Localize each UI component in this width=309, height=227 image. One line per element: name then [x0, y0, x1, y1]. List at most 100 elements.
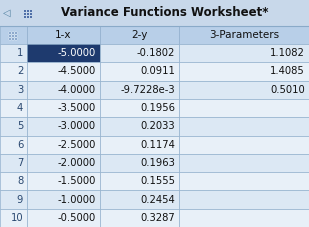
Text: -3.0000: -3.0000 — [58, 121, 96, 131]
Text: 1.1082: 1.1082 — [270, 48, 305, 58]
Text: 10: 10 — [11, 213, 23, 223]
Bar — [100, 190, 179, 209]
Bar — [9, 35, 11, 37]
Text: 0.1555: 0.1555 — [140, 176, 175, 186]
Bar — [179, 99, 309, 117]
Text: -5.0000: -5.0000 — [57, 48, 96, 58]
Bar — [23, 15, 26, 17]
Bar — [100, 99, 179, 117]
Text: 1: 1 — [17, 48, 23, 58]
Text: 1.4085: 1.4085 — [270, 67, 305, 76]
Bar — [12, 32, 14, 34]
Bar — [179, 209, 309, 227]
Bar — [27, 154, 100, 172]
Text: 8: 8 — [17, 176, 23, 186]
Bar — [0, 136, 27, 154]
Text: 0.2033: 0.2033 — [141, 121, 175, 131]
Bar — [0, 99, 27, 117]
Bar — [27, 81, 100, 99]
Text: Variance Functions Worksheet*: Variance Functions Worksheet* — [61, 7, 268, 20]
Bar — [100, 209, 179, 227]
Bar — [100, 62, 179, 81]
Bar — [0, 117, 27, 136]
Bar — [0, 154, 27, 172]
Bar — [23, 10, 26, 12]
Bar — [0, 0, 309, 26]
Text: 3-Parameters: 3-Parameters — [209, 30, 279, 40]
Text: 2-y: 2-y — [131, 30, 148, 40]
Bar — [15, 35, 17, 37]
Bar — [12, 38, 14, 39]
Text: 0.0911: 0.0911 — [140, 67, 175, 76]
Text: 0.1956: 0.1956 — [140, 103, 175, 113]
Text: -4.0000: -4.0000 — [58, 85, 96, 95]
Text: 4: 4 — [17, 103, 23, 113]
Bar — [12, 35, 14, 37]
Bar — [27, 172, 100, 190]
Bar — [29, 12, 32, 15]
Bar — [179, 62, 309, 81]
Bar — [179, 117, 309, 136]
Bar — [27, 15, 28, 17]
Text: -0.5000: -0.5000 — [57, 213, 96, 223]
Text: 0.3287: 0.3287 — [141, 213, 175, 223]
Text: -2.5000: -2.5000 — [57, 140, 96, 150]
Bar — [27, 10, 28, 12]
Bar — [179, 136, 309, 154]
Text: 0.1174: 0.1174 — [140, 140, 175, 150]
Bar — [100, 136, 179, 154]
Text: -1.0000: -1.0000 — [57, 195, 96, 205]
Text: -1.5000: -1.5000 — [57, 176, 96, 186]
Text: -3.5000: -3.5000 — [57, 103, 96, 113]
Text: 6: 6 — [17, 140, 23, 150]
Text: 2: 2 — [17, 67, 23, 76]
Bar — [9, 32, 11, 34]
Bar — [179, 190, 309, 209]
Bar — [27, 44, 100, 62]
Text: -9.7228e-3: -9.7228e-3 — [121, 85, 175, 95]
Text: 0.1963: 0.1963 — [140, 158, 175, 168]
Bar — [9, 38, 11, 39]
Text: ◁: ◁ — [3, 8, 11, 18]
Bar — [29, 10, 32, 12]
Bar — [27, 209, 100, 227]
Bar — [179, 154, 309, 172]
Text: 1-x: 1-x — [55, 30, 72, 40]
Bar — [0, 209, 27, 227]
Text: 9: 9 — [17, 195, 23, 205]
Bar — [0, 26, 27, 44]
Bar — [27, 117, 100, 136]
Bar — [27, 99, 100, 117]
Bar — [27, 136, 100, 154]
Bar — [0, 62, 27, 81]
Text: -0.1802: -0.1802 — [137, 48, 175, 58]
Bar — [100, 172, 179, 190]
Bar — [100, 81, 179, 99]
Bar — [100, 154, 179, 172]
Bar — [15, 38, 17, 39]
Bar — [27, 62, 100, 81]
Bar — [29, 15, 32, 17]
Text: 5: 5 — [17, 121, 23, 131]
Bar — [27, 26, 100, 44]
Bar — [179, 26, 309, 44]
Bar — [0, 190, 27, 209]
Bar — [100, 44, 179, 62]
Bar — [0, 44, 27, 62]
Bar — [100, 117, 179, 136]
Bar — [15, 32, 17, 34]
Bar — [179, 81, 309, 99]
Text: -4.5000: -4.5000 — [57, 67, 96, 76]
Bar — [179, 44, 309, 62]
Text: -2.0000: -2.0000 — [57, 158, 96, 168]
Bar — [27, 12, 28, 15]
Bar — [0, 81, 27, 99]
Bar — [23, 12, 26, 15]
Text: 0.5010: 0.5010 — [270, 85, 305, 95]
Bar — [179, 172, 309, 190]
Text: 7: 7 — [17, 158, 23, 168]
Text: 0.2454: 0.2454 — [141, 195, 175, 205]
Bar — [27, 190, 100, 209]
Bar — [100, 26, 179, 44]
Bar — [0, 172, 27, 190]
